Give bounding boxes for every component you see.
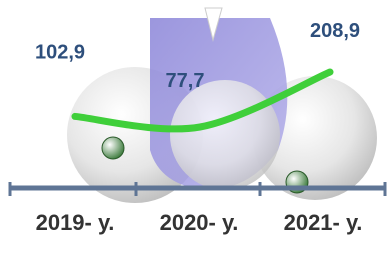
- value-label: 208,9: [310, 20, 360, 42]
- x-tick-label: 2021- у.: [284, 210, 363, 235]
- x-tick-label: 2019- у.: [36, 210, 115, 235]
- value-label: 77,7: [166, 70, 205, 92]
- x-tick-label: 2020- у.: [160, 210, 239, 235]
- chart: 102,9 77,7 208,9 2019- у. 2020- у. 2021- у.: [0, 0, 388, 261]
- value-label: 102,9: [35, 41, 85, 63]
